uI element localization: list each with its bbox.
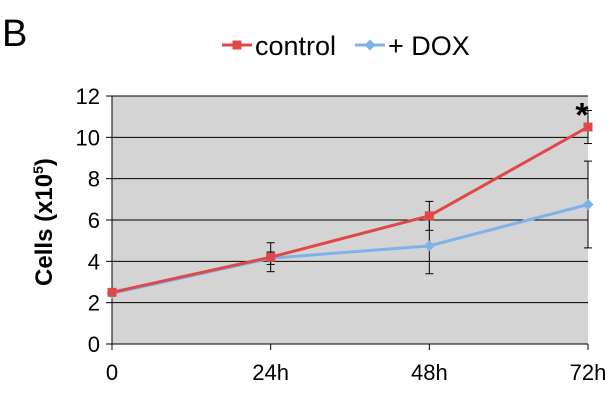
y-tick-label-10: 10 — [76, 125, 100, 150]
y-axis-label-main: Cells (x10 — [31, 174, 58, 286]
x-tick-label-2: 48h — [411, 360, 448, 385]
series-line-0 — [111, 125, 589, 294]
point-0-3 — [583, 122, 593, 132]
series-layer — [106, 109, 594, 299]
x-tick-label-1: 24h — [252, 360, 289, 385]
y-tick-label-2: 2 — [88, 291, 100, 316]
panel-label: B — [2, 13, 27, 55]
y-tick-label-0: 0 — [88, 332, 100, 357]
y-axis-label-superscript: 5 — [30, 166, 46, 174]
x-tick-label-0: 0 — [106, 360, 118, 385]
legend-marker-1 — [364, 39, 376, 51]
y-axis-ticks: 0 2 4 6 8 10 12 — [76, 84, 112, 357]
y-axis-label: Cells (x105) — [30, 158, 58, 286]
y-axis-label-close: ) — [31, 158, 58, 166]
y-tick-label-6: 6 — [88, 208, 100, 233]
legend-label-0: control — [255, 31, 336, 61]
series-0 — [107, 109, 593, 297]
point-1-3 — [582, 199, 594, 210]
point-0-0 — [107, 287, 117, 297]
legend: control + DOX — [222, 31, 470, 61]
legend-label-1: + DOX — [388, 31, 470, 61]
y-tick-label-4: 4 — [88, 249, 100, 274]
x-tick-label-3: 72h — [570, 360, 607, 385]
point-0-2 — [424, 211, 434, 221]
y-tick-label-12: 12 — [76, 84, 100, 109]
y-tick-label-8: 8 — [88, 167, 100, 192]
legend-marker-0 — [232, 40, 242, 50]
point-0-1 — [266, 252, 276, 262]
annotations: * — [575, 96, 589, 134]
x-axis-ticks: 0 24h 48h 72h — [106, 344, 606, 385]
significance-marker-0: * — [575, 96, 589, 134]
point-1-2 — [423, 240, 435, 252]
